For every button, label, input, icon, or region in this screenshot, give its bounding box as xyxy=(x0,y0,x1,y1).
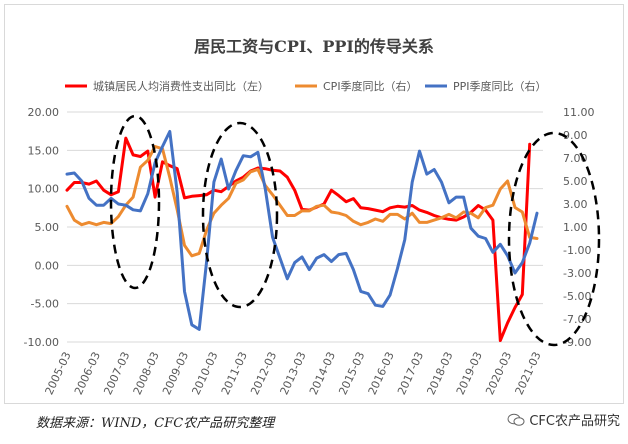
y-right-tick-label: -1.00 xyxy=(563,244,591,257)
x-tick-label: 2014-03 xyxy=(307,350,338,397)
highlight-ellipse xyxy=(201,121,279,309)
legend: 城镇居民人均消费性支出同比（左） CPI季度同比（右） PPI季度同比（右） xyxy=(65,79,547,93)
x-tick-label: 2017-03 xyxy=(395,350,426,397)
source-note: 数据来源：WIND，CFC农产品研究整理 xyxy=(36,416,275,431)
y-right-tick-label: -5.00 xyxy=(563,290,591,303)
plot-lines xyxy=(65,130,539,342)
y-right-tick-label: 5.00 xyxy=(563,175,588,188)
y-right-tick-label: -3.00 xyxy=(563,267,591,280)
x-tick-label: 2019-03 xyxy=(454,350,485,397)
watermark-text: CFC农产品研究 xyxy=(529,414,620,429)
y-left-tick-label: -5.00 xyxy=(31,298,59,311)
chart-title: 居民工资与CPI、PPI的传导关系 xyxy=(194,37,434,56)
y-left-tick-label: 10.00 xyxy=(28,183,60,196)
y-right-tick-label: 1.00 xyxy=(563,221,588,234)
x-tick-label: 2011-03 xyxy=(219,350,250,397)
chart-svg: 居民工资与CPI、PPI的传导关系 城镇居民人均消费性支出同比（左） CPI季度同… xyxy=(24,37,601,397)
y-right-tick-label: 11.00 xyxy=(563,106,595,119)
x-tick-label: 2005-03 xyxy=(43,350,74,397)
highlight-ellipse xyxy=(507,131,601,347)
y-left-tick-label: 5.00 xyxy=(35,221,60,234)
series-line xyxy=(65,130,539,331)
y-right-tick-label: -9.00 xyxy=(563,336,591,349)
y-axis-right: 11.009.007.005.003.001.00-1.00-3.00-5.00… xyxy=(563,106,595,349)
x-tick-label: 2015-03 xyxy=(336,350,367,397)
legend-label: 城镇居民人均消费性支出同比（左） xyxy=(93,79,269,93)
x-tick-label: 2013-03 xyxy=(278,350,309,397)
y-right-tick-label: 3.00 xyxy=(563,198,588,211)
x-tick-label: 2009-03 xyxy=(160,350,191,397)
x-tick-label: 2006-03 xyxy=(72,350,103,397)
x-tick-label: 2020-03 xyxy=(483,350,514,397)
annotations xyxy=(109,114,601,347)
series-line xyxy=(65,145,539,258)
legend-label: PPI季度同比（右） xyxy=(453,79,547,93)
x-tick-label: 2016-03 xyxy=(366,350,397,397)
x-tick-label: 2018-03 xyxy=(424,350,455,397)
x-tick-label: 2012-03 xyxy=(248,350,279,397)
highlight-ellipse xyxy=(109,114,161,290)
y-axis-left: 20.00 15.00 10.00 5.00 0.00 -5.00 -10.00 xyxy=(24,106,59,349)
series-line xyxy=(65,136,532,342)
y-right-tick-label: 9.00 xyxy=(563,129,588,142)
x-tick-label: 2007-03 xyxy=(101,350,132,397)
y-left-tick-label: -10.00 xyxy=(24,336,59,349)
watermark: CFC农产品研究 xyxy=(507,410,620,429)
y-left-tick-label: 15.00 xyxy=(28,144,60,157)
y-left-tick-label: 20.00 xyxy=(28,106,60,119)
x-tick-label: 2021-03 xyxy=(513,350,544,397)
y-right-tick-label: -7.00 xyxy=(563,313,591,326)
y-left-tick-label: 0.00 xyxy=(35,259,60,272)
legend-label: CPI季度同比（右） xyxy=(323,79,418,93)
wechat-icon xyxy=(507,413,525,426)
x-tick-label: 2008-03 xyxy=(131,350,162,397)
x-tick-label: 2010-03 xyxy=(189,350,220,397)
x-axis: 2005-032006-032007-032008-032009-032010-… xyxy=(43,350,544,397)
chart-frame: 居民工资与CPI、PPI的传导关系 城镇居民人均消费性支出同比（左） CPI季度同… xyxy=(4,4,624,404)
